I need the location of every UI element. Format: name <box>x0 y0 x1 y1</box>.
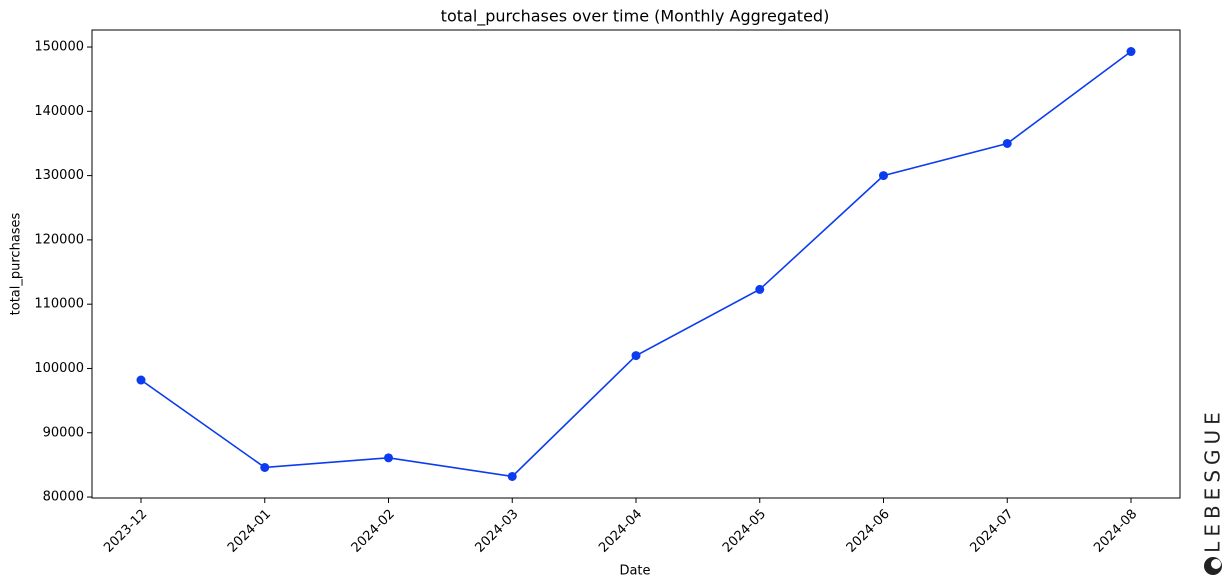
x-tick-label: 2024-08 <box>1091 507 1140 556</box>
point <box>384 453 393 463</box>
point <box>631 351 641 361</box>
point <box>879 171 888 181</box>
x-tick-label: 2023-12 <box>101 507 150 556</box>
watermark-logo <box>1204 557 1222 575</box>
x-tick-label: 2024-03 <box>473 507 522 556</box>
plot-frame <box>91 29 1181 499</box>
y-axis-label: total_purchases <box>9 212 24 315</box>
y-tick-label: 150000 <box>34 40 84 55</box>
point <box>136 375 146 385</box>
x-tick-label: 2024-01 <box>225 507 274 556</box>
point <box>260 462 270 472</box>
point <box>755 284 765 294</box>
x-tick-label: 2024-07 <box>968 507 1017 556</box>
x-tick-label: 2024-04 <box>596 507 645 556</box>
y-tick-label: 130000 <box>34 168 84 183</box>
point <box>507 471 517 481</box>
x-axis-label: Date <box>619 564 650 579</box>
point <box>1126 47 1136 57</box>
line <box>140 50 1132 478</box>
y-tick-label: 90000 <box>43 425 84 440</box>
y-tick-label: 140000 <box>34 104 84 119</box>
point <box>1002 138 1012 148</box>
x-tick-label: 2024-05 <box>720 507 769 556</box>
y-tick-label: 120000 <box>34 232 84 247</box>
x-tick-label: 2024-06 <box>844 507 893 556</box>
chart-title: total_purchases over time (Monthly Aggre… <box>441 7 830 27</box>
watermark: LEBESGUE <box>1201 407 1225 553</box>
y-tick-label: 80000 <box>43 490 84 505</box>
y-tick-label: 100000 <box>34 361 84 376</box>
y-tick-label: 110000 <box>34 297 84 312</box>
x-tick-label: 2024-02 <box>349 507 398 556</box>
